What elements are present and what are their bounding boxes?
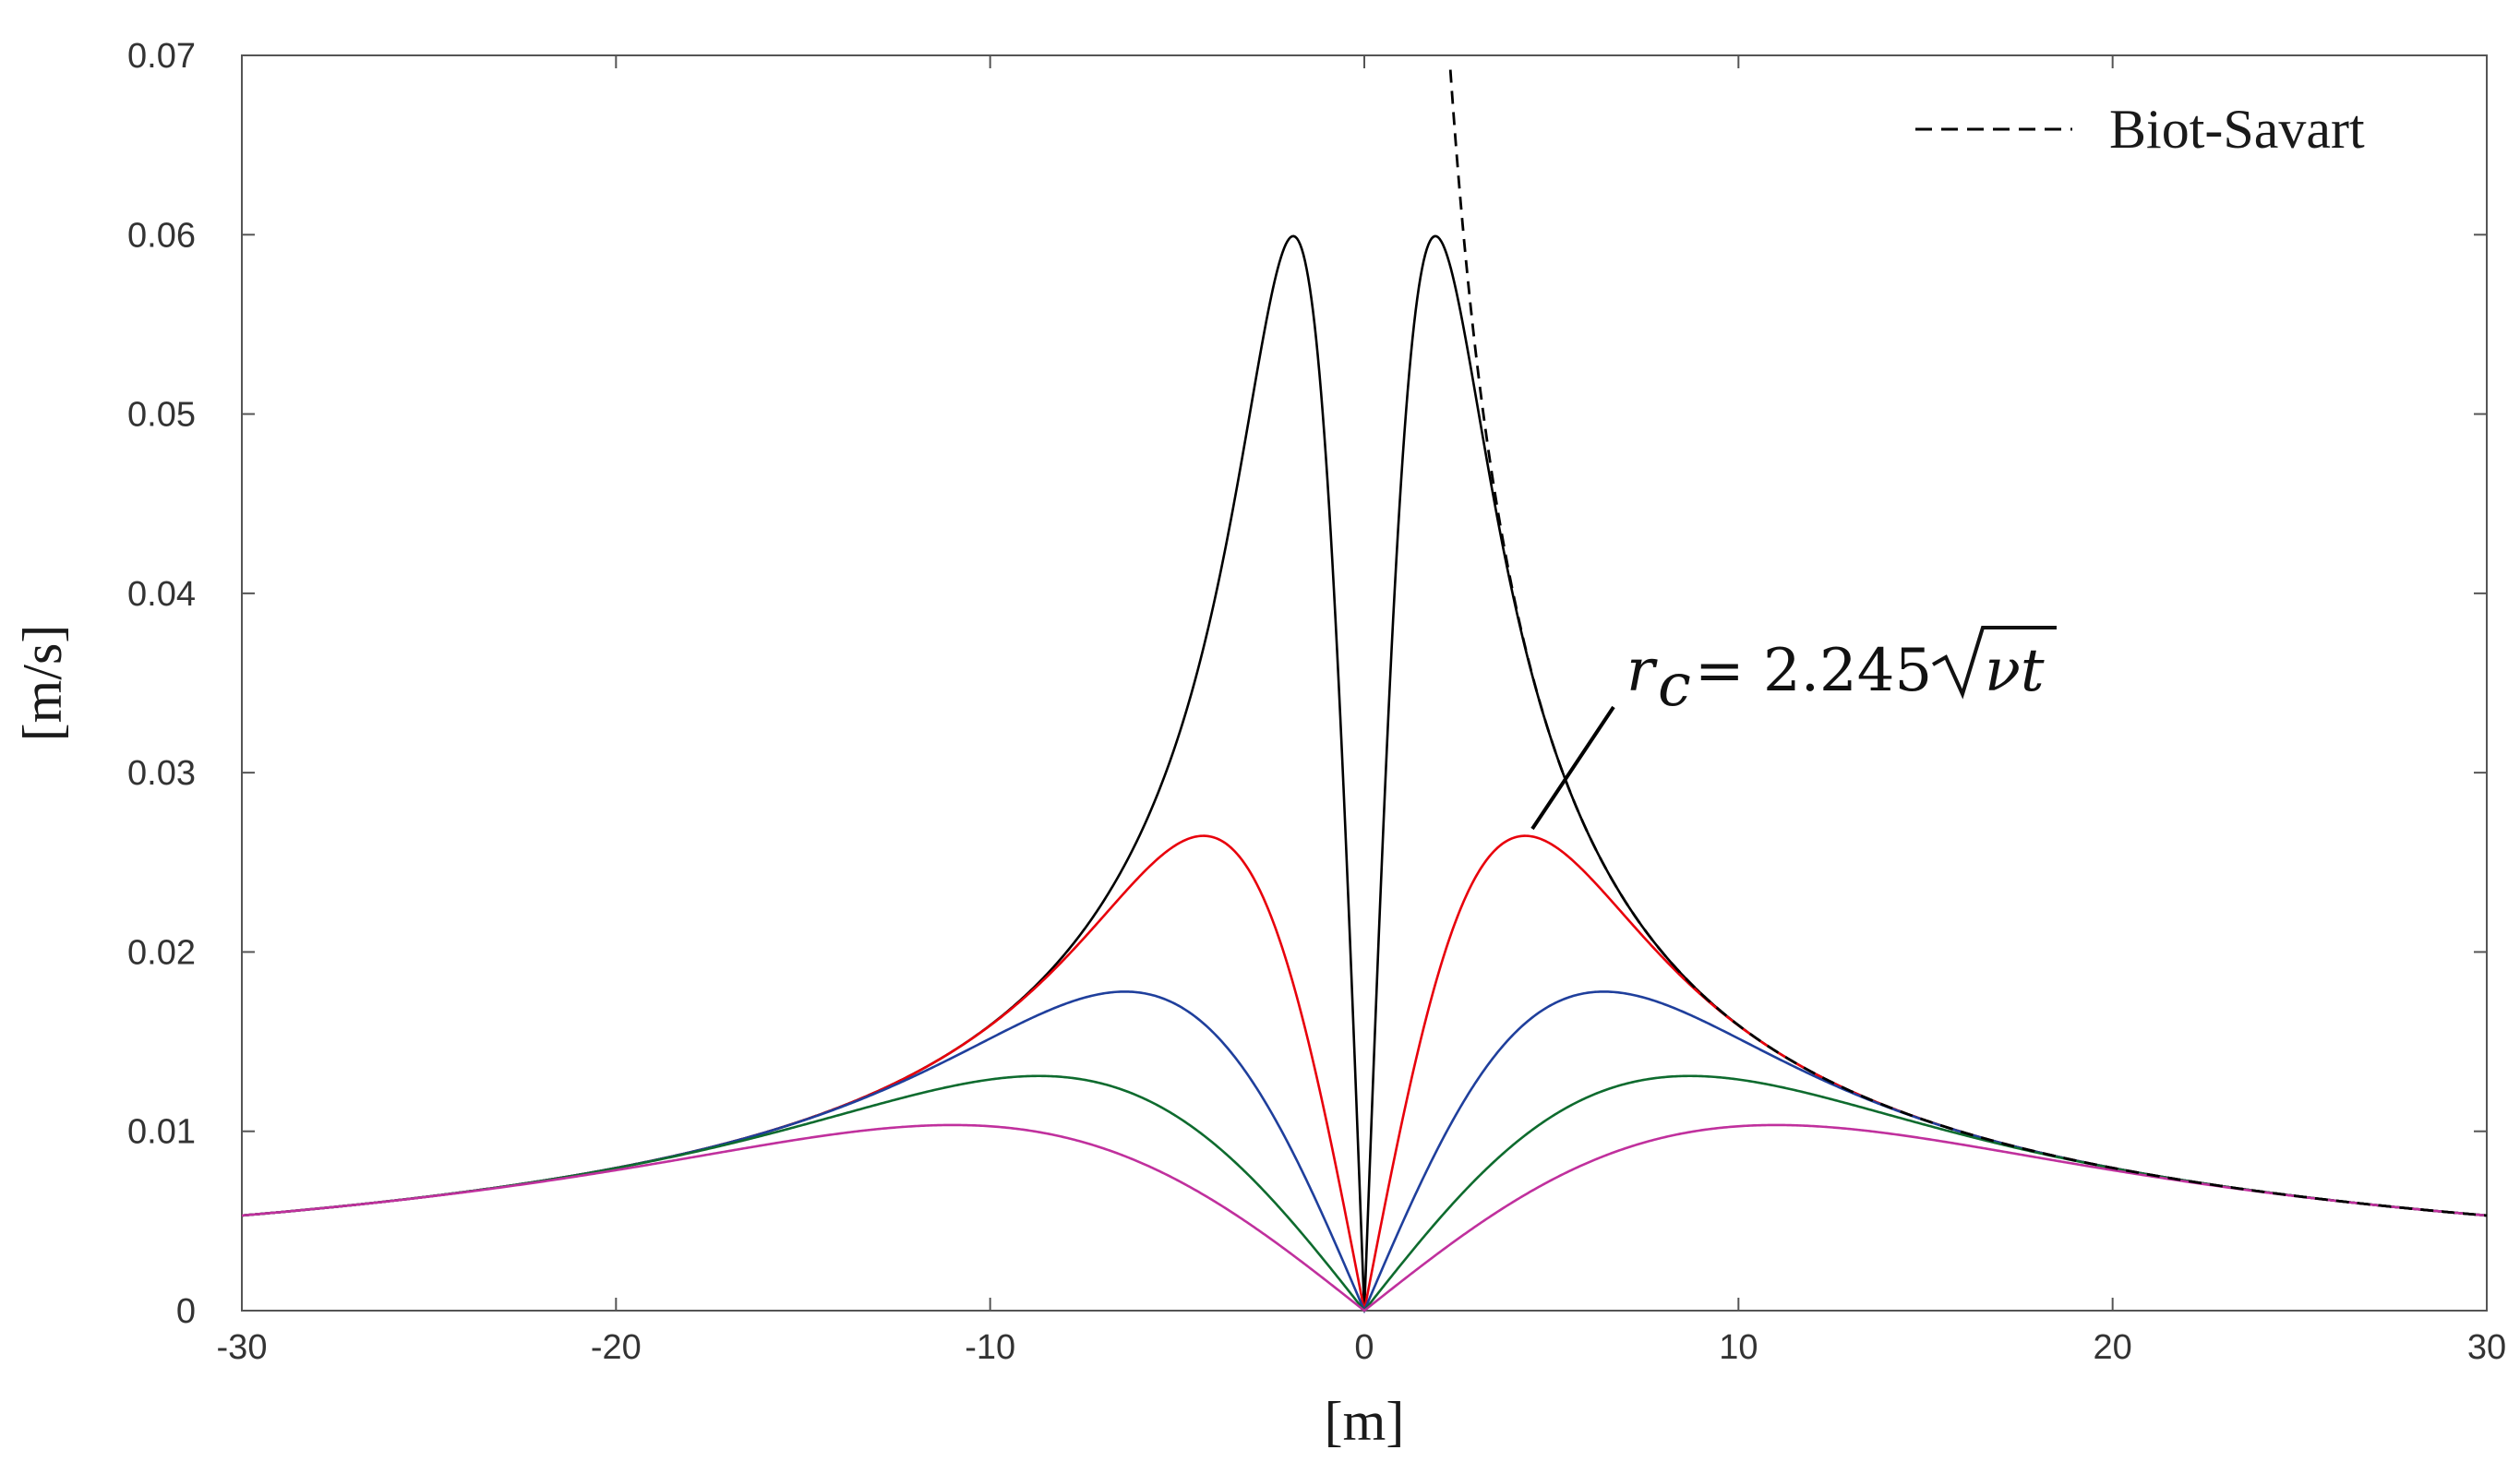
annotation: r c = 2.245 νt <box>1530 626 2057 831</box>
annotation-subscript-c: c <box>1658 652 1691 720</box>
y-tick-label: 0.07 <box>127 37 196 76</box>
x-tick-label: 0 <box>1354 1328 1374 1367</box>
x-axis-title: [m] <box>1325 1391 1405 1452</box>
y-axis-title: [m/s] <box>12 625 73 742</box>
x-tick-label: -30 <box>217 1328 268 1367</box>
plot-area <box>241 54 2488 1312</box>
annotation-rhs: = 2.245 <box>1695 637 1932 705</box>
axis-ticks: -30 -20 -10 0 10 20 30 0 0.01 0.02 0.03 0.04 0.05 0.0… <box>127 37 2506 1367</box>
y-tick-label: 0.06 <box>127 216 196 255</box>
series-line-biot-savart <box>1448 69 2488 1217</box>
annotation-radical-sign <box>1932 626 2057 700</box>
x-tick-label: 30 <box>2467 1328 2506 1367</box>
y-tick-label: 0.04 <box>127 575 196 614</box>
legend-label-biot-savart: Biot-Savart <box>2109 99 2365 160</box>
x-tick-label: 20 <box>2094 1328 2132 1367</box>
y-tick-label: 0.01 <box>127 1113 196 1152</box>
y-tick-label: 0.02 <box>127 933 196 972</box>
y-tick-label: 0.05 <box>127 396 196 435</box>
annotation-radicand: νt <box>1985 637 2045 705</box>
annotation-r: r <box>1626 637 1658 705</box>
series-layer <box>241 69 2488 1314</box>
x-tick-label: 10 <box>1719 1328 1758 1367</box>
x-tick-label: -10 <box>965 1328 1015 1367</box>
y-tick-label: 0 <box>176 1292 196 1331</box>
y-tick-label: 0.03 <box>127 754 196 793</box>
annotation-leader-line <box>1530 705 1615 831</box>
x-tick-label: -20 <box>591 1328 642 1367</box>
series-line-5 <box>241 1123 2488 1312</box>
legend: Biot-Savart <box>1915 99 2365 160</box>
